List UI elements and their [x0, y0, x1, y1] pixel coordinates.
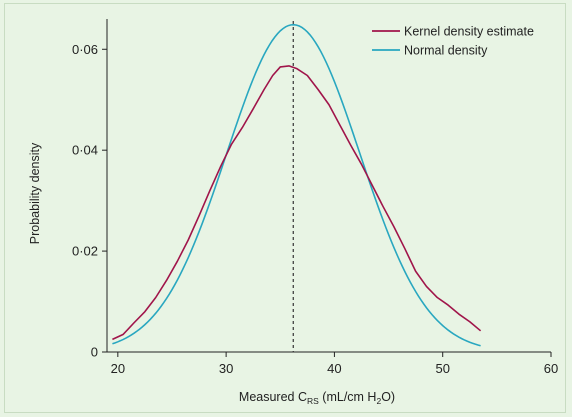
- y-axis-title: Probability density: [28, 142, 42, 244]
- chart-frame: 20 30 40 50 60 0 0·02 0·04 0·06 Kernel density e…: [4, 3, 566, 413]
- y-tick-label: 0·04: [72, 143, 98, 158]
- y-tick-label: 0: [91, 345, 98, 360]
- legend-label-normal: Normal density: [404, 44, 488, 58]
- legend: Kernel density estimate Normal density: [372, 25, 534, 58]
- x-axis-title-part: O): [381, 390, 395, 404]
- x-tick-label: 20: [111, 361, 125, 376]
- x-tick-label: 40: [327, 361, 341, 376]
- x-tick-label: 60: [544, 361, 558, 376]
- plot-area: [112, 21, 482, 352]
- y-tick-label: 0·02: [72, 244, 98, 259]
- normal-density-line: [112, 23, 481, 347]
- x-axis-title-part: (mL/cm H: [319, 390, 377, 404]
- kernel-density-line: [112, 65, 482, 341]
- x-axis-title-subscript: 2: [376, 396, 381, 406]
- x-axis-title-subscript: RS: [307, 396, 319, 406]
- x-axis-title: Measured CRS (mL/cm H2O): [239, 390, 395, 406]
- y-tick-label: 0·06: [72, 42, 98, 57]
- axes: 20 30 40 50 60 0 0·02 0·04 0·06: [72, 19, 558, 376]
- density-chart: 20 30 40 50 60 0 0·02 0·04 0·06 Kernel density e…: [28, 19, 558, 406]
- legend-label-kernel: Kernel density estimate: [404, 25, 534, 39]
- x-tick-label: 30: [219, 361, 233, 376]
- x-axis-title-part: Measured C: [239, 390, 307, 404]
- x-tick-label: 50: [435, 361, 449, 376]
